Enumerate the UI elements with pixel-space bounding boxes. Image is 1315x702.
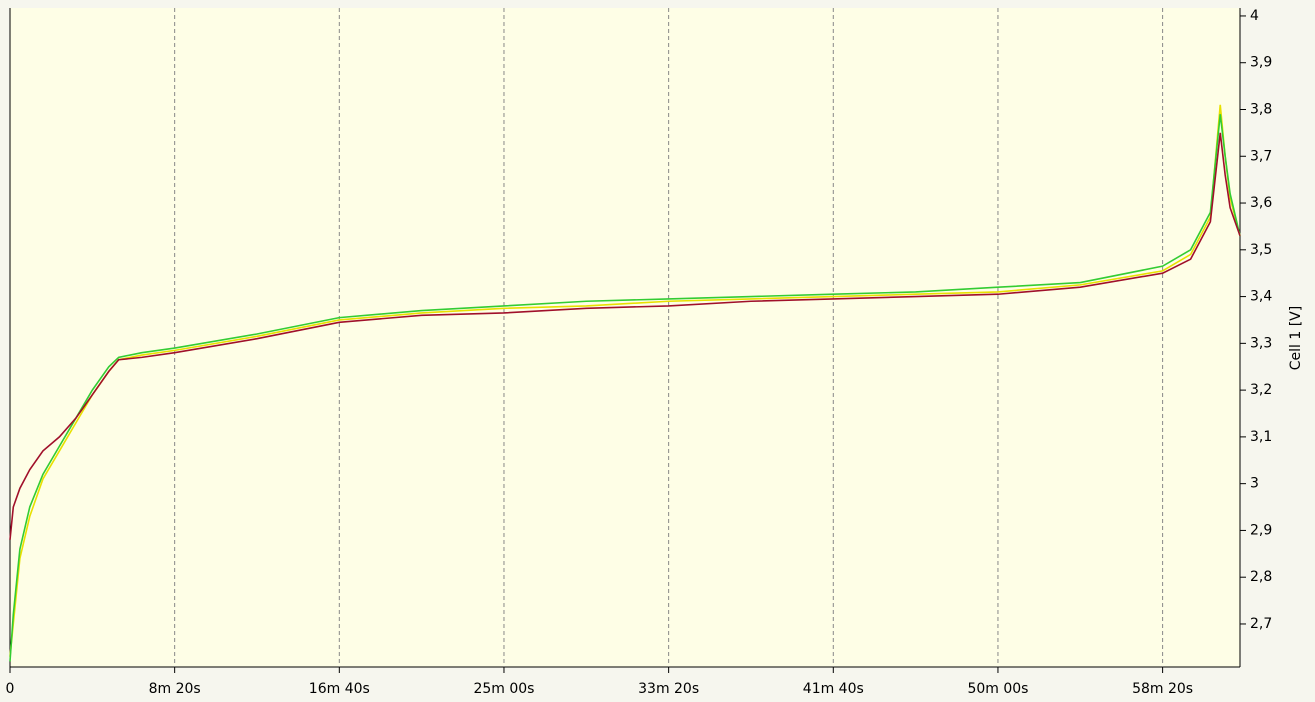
y-tick-label: 2,7: [1250, 616, 1272, 632]
y-tick-label: 2,8: [1250, 569, 1272, 585]
x-tick-label: 33m 20s: [638, 681, 699, 697]
x-tick-label: 16m 40s: [309, 681, 370, 697]
x-tick-label: 8m 20s: [149, 681, 201, 697]
x-tick-label: 50m 00s: [967, 681, 1028, 697]
y-tick-label: 3,6: [1250, 195, 1272, 211]
y-axis-label: Cell 1 [V]: [1288, 306, 1304, 370]
y-tick-label: 3,8: [1250, 101, 1272, 117]
y-tick-label: 3: [1250, 476, 1259, 492]
line-series: [9, 104, 1241, 657]
y-tick-label: 3,3: [1250, 335, 1272, 351]
x-tick-label: 25m 00s: [473, 681, 534, 697]
y-tick-label: 3,9: [1250, 55, 1272, 71]
x-tick-label: 58m 20s: [1132, 681, 1193, 697]
y-tick-label: 3,5: [1250, 242, 1272, 258]
y-tick-label: 4: [1250, 8, 1259, 24]
plot-area: [10, 8, 1240, 667]
y-tick-label: 3,7: [1250, 148, 1272, 164]
x-tick-label: 0: [6, 681, 15, 697]
y-tick-label: 3,1: [1250, 429, 1272, 445]
y-tick-label: 2,9: [1250, 522, 1272, 538]
x-tick-label: 41m 40s: [803, 681, 864, 697]
line-series: [9, 114, 1241, 662]
line-series: [9, 132, 1241, 540]
y-tick-label: 3,2: [1250, 382, 1272, 398]
y-tick-label: 3,4: [1250, 289, 1272, 305]
